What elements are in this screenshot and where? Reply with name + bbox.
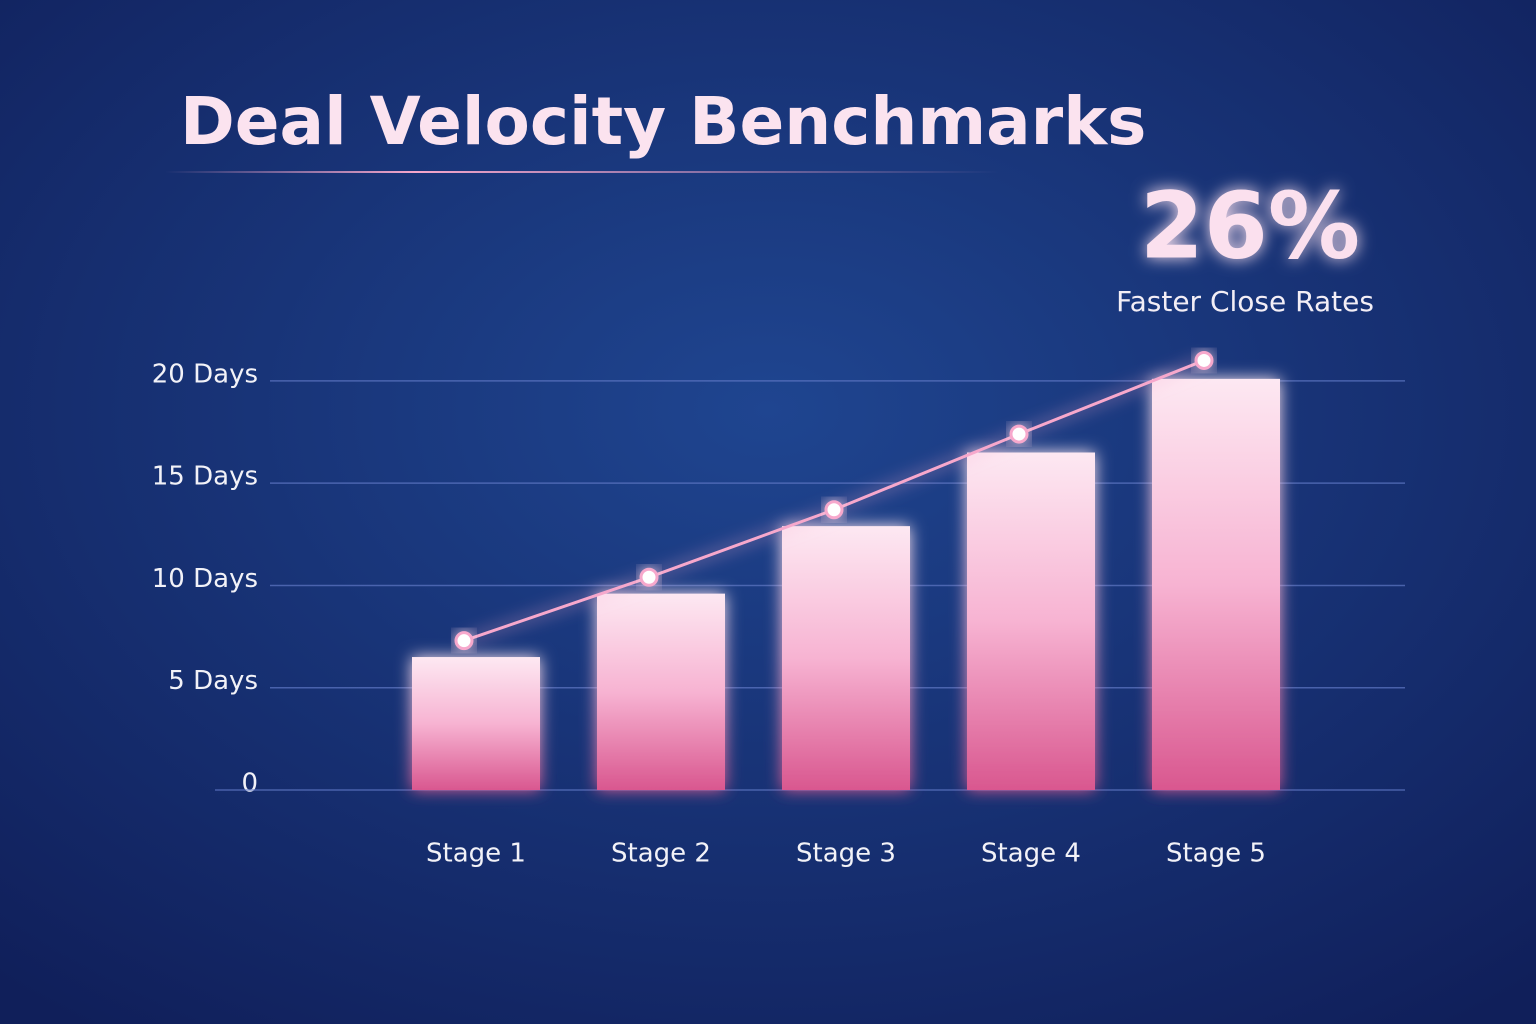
bar (967, 452, 1095, 790)
line-point (1009, 424, 1029, 444)
line-point (824, 500, 844, 520)
bar (1152, 378, 1280, 790)
callout-text: Faster Close Rates (1116, 285, 1374, 318)
bar (597, 593, 725, 790)
x-tick-label: Stage 5 (1166, 839, 1266, 869)
y-tick-label: 10 Days (152, 564, 258, 594)
x-tick-label: Stage 3 (796, 839, 896, 869)
y-tick-label: 0 (241, 769, 258, 799)
y-tick-label: 20 Days (152, 359, 258, 389)
chart-title: Deal Velocity Benchmarks (180, 83, 1146, 160)
bar (782, 526, 910, 790)
y-tick-label: 15 Days (152, 462, 258, 492)
x-tick-label: Stage 2 (611, 839, 711, 869)
line-point (1194, 350, 1214, 370)
callout-value: 26% (1140, 172, 1360, 279)
title-underline (165, 171, 1000, 173)
x-tick-label: Stage 4 (981, 839, 1081, 869)
bar (412, 657, 540, 790)
y-tick-label: 5 Days (168, 666, 258, 696)
x-tick-label: Stage 1 (426, 839, 526, 869)
line-point (454, 631, 474, 651)
line-point (639, 567, 659, 587)
